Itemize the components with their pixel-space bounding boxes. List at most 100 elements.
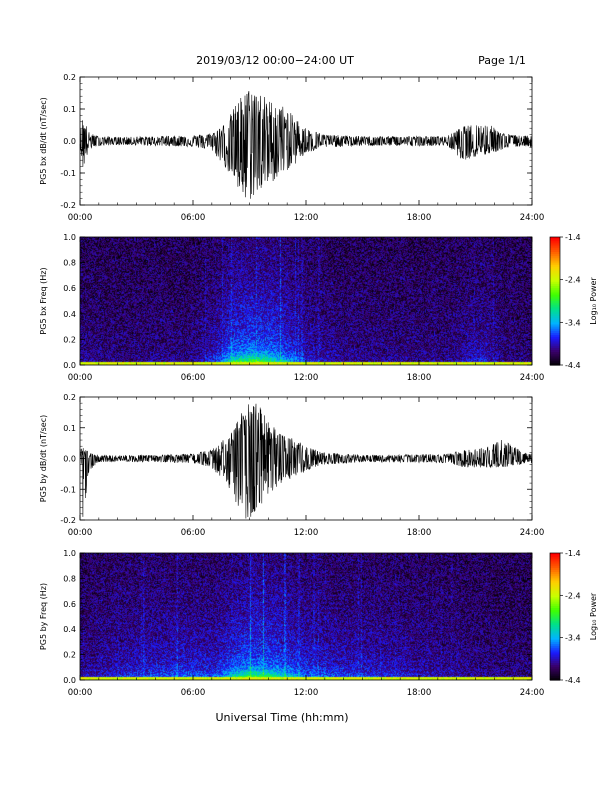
colorbar-swatch — [550, 658, 560, 662]
colorbar-swatch — [550, 665, 560, 668]
colorbar-swatch — [550, 567, 560, 571]
colorbar-2: -1.4 -2.4 -3.4 -4.4 Log₁₀ Power — [549, 549, 598, 685]
colorbar-swatch — [550, 277, 560, 281]
colorbar-swatch — [550, 292, 560, 296]
colorbar-swatch — [550, 241, 560, 244]
colorbar-swatch — [550, 320, 560, 323]
colorbar-swatch — [550, 618, 560, 622]
colorbar-swatch — [550, 639, 560, 643]
y-tick-label: 0.1 — [63, 105, 76, 114]
colorbar-swatch — [550, 673, 560, 677]
colorbar-swatch — [550, 610, 560, 613]
colorbar-tick-label: -1.4 — [565, 233, 581, 242]
x-tick-label: 12:00 — [294, 213, 319, 223]
panel-2: 00:00 06:00 12:00 18:00 24:00 1.0 0.8 0.6 0.4 0.2… — [39, 233, 544, 383]
panel-4: 00:00 06:00 12:00 18:00 24:00 1.0 0.8 0.6 0.4 0.2… — [39, 549, 544, 698]
colorbar-swatch — [550, 555, 560, 558]
colorbar-swatch — [550, 335, 560, 338]
colorbar-swatch — [550, 288, 560, 291]
colorbar-tick-label: -4.4 — [565, 361, 581, 370]
colorbar-swatch — [550, 339, 560, 343]
spectrogram-image — [80, 553, 532, 680]
y-tick-label: 0.2 — [63, 335, 76, 344]
colorbar-swatch — [550, 341, 560, 345]
spectrogram-image — [80, 237, 532, 365]
y-tick-label: -0.2 — [60, 516, 76, 525]
y-tick-label: 0.4 — [63, 625, 76, 634]
colorbar-swatch — [550, 612, 560, 615]
colorbar-swatch — [550, 249, 560, 253]
colorbar-1: -1.4 -2.4 -3.4 -4.4 Log₁₀ Power — [549, 233, 598, 370]
colorbar-swatch — [550, 648, 560, 651]
colorbar-swatch — [550, 313, 560, 317]
x-tick-label: 18:00 — [407, 688, 432, 698]
colorbar-swatch — [550, 584, 560, 588]
colorbar-swatch — [550, 669, 560, 673]
page-number: Page 1/1 — [478, 54, 526, 67]
colorbar-swatch — [550, 591, 560, 594]
colorbar-swatch — [550, 262, 560, 266]
colorbar-swatch — [550, 275, 560, 279]
colorbar-swatch — [550, 333, 560, 336]
colorbar-swatch — [550, 561, 560, 565]
colorbar-swatch — [550, 553, 560, 556]
colorbar-swatch — [550, 663, 560, 666]
y-tick-label: 0.6 — [63, 600, 76, 609]
colorbar-swatch — [550, 601, 560, 605]
colorbar-swatch — [550, 654, 560, 658]
colorbar-swatch — [550, 631, 560, 635]
colorbar-swatch — [550, 599, 560, 603]
colorbar-swatch — [550, 311, 560, 315]
colorbar-swatch — [550, 603, 560, 607]
colorbar-swatch — [550, 605, 560, 609]
y-tick-label: 0.2 — [63, 393, 76, 402]
colorbar-frame — [549, 236, 561, 366]
colorbar-swatch — [550, 281, 560, 285]
colorbar-swatch — [550, 301, 560, 304]
panel-3: 00:00 06:00 12:00 18:00 24:00 0.2 0.1 0.0 -0.1 -0… — [39, 393, 544, 538]
x-tick-label: 06:00 — [181, 688, 206, 698]
y-tick-label: -0.2 — [60, 201, 76, 210]
colorbar-swatch — [550, 565, 560, 569]
colorbar-swatch — [550, 580, 560, 584]
colorbar-swatch — [550, 296, 560, 300]
colorbar-tick-label: -2.4 — [565, 276, 581, 285]
x-tick-label: 00:00 — [68, 373, 93, 383]
y-tick-label: 0.0 — [63, 676, 76, 685]
y-tick-label: -0.1 — [60, 485, 76, 494]
colorbar-swatch — [550, 279, 560, 283]
colorbar-swatch — [550, 283, 560, 287]
colorbar-swatch — [550, 677, 560, 681]
y-axis-label: PG5 by dB/dt (nT/sec) — [39, 415, 48, 502]
y-tick-label: -0.1 — [60, 169, 76, 178]
colorbar-swatch — [550, 343, 560, 347]
x-tick-label: 24:00 — [520, 373, 545, 383]
colorbar-swatch — [550, 671, 560, 675]
panel-1: 00:00 06:00 12:00 18:00 24:00 0.2 0.1 0.0 -0.1 -0… — [39, 73, 544, 223]
y-tick-label: 0.2 — [63, 651, 76, 660]
x-tick-label: 00:00 — [68, 528, 93, 538]
colorbar-swatch — [550, 597, 560, 601]
colorbar-swatch — [550, 251, 560, 255]
y-tick-label: 1.0 — [63, 233, 76, 242]
x-tick-label: 24:00 — [520, 213, 545, 223]
colorbar-swatch — [550, 266, 560, 270]
colorbar-swatch — [550, 305, 560, 308]
x-tick-label: 24:00 — [520, 528, 545, 538]
colorbar-swatch — [550, 360, 560, 364]
colorbar-swatch — [550, 237, 560, 240]
x-tick-label: 18:00 — [407, 528, 432, 538]
y-axis-label: PG5 by Freq (Hz) — [39, 583, 48, 650]
colorbar-swatch — [550, 559, 560, 563]
colorbar-swatch — [550, 650, 560, 654]
y-tick-label: 0.4 — [63, 310, 76, 319]
colorbar-swatch — [550, 307, 560, 311]
colorbar-swatch — [550, 644, 560, 647]
y-tick-label: 0.8 — [63, 259, 76, 268]
colorbar-swatch — [550, 576, 560, 579]
colorbar-swatch — [550, 572, 560, 575]
colorbar-swatch — [550, 337, 560, 340]
x-tick-label: 12:00 — [294, 373, 319, 383]
colorbar-swatch — [550, 667, 560, 671]
